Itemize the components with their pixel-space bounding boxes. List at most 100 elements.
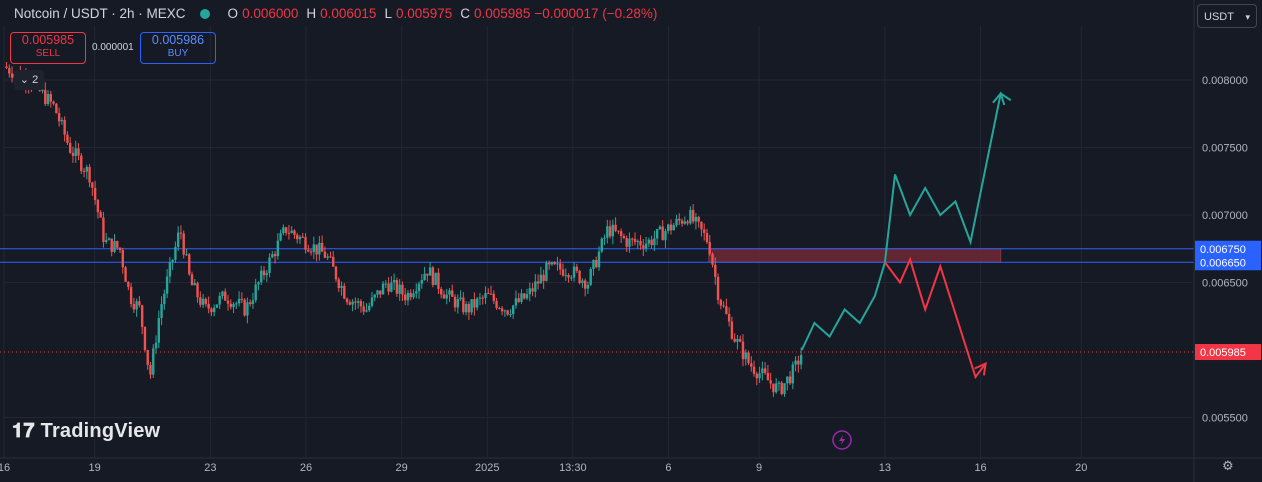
x-tick-label: 16 [0, 462, 10, 474]
candle [68, 142, 72, 153]
currency-selector[interactable]: USDT ▾ [1197, 4, 1257, 28]
candle [345, 298, 349, 303]
candle [190, 274, 194, 286]
candle [730, 321, 734, 339]
candle [212, 307, 216, 313]
candle [176, 232, 180, 247]
candle [276, 240, 280, 257]
candle [312, 244, 316, 253]
candle [257, 282, 260, 285]
candle [46, 94, 50, 105]
candle [381, 283, 385, 295]
candle [210, 308, 213, 313]
indicators-toggle[interactable]: ⌄ 2 [14, 70, 44, 90]
candle [113, 241, 116, 252]
candle [639, 240, 642, 246]
candle [237, 298, 241, 304]
last-price-label: 0.005985 [1200, 347, 1246, 359]
candle [309, 251, 313, 253]
candle [595, 259, 598, 268]
candle [586, 284, 590, 289]
candle [556, 263, 559, 265]
candle [534, 281, 537, 292]
market-open-icon [199, 8, 210, 19]
candle [775, 383, 778, 393]
candle [417, 283, 421, 292]
candle [304, 237, 307, 250]
candle [492, 293, 495, 301]
candle [93, 187, 97, 200]
candle [102, 217, 105, 242]
candle [163, 293, 166, 305]
tradingview-logo: 𝟏𝟕 TradingView [12, 420, 161, 442]
sell-button[interactable]: 0.005985 SELL [10, 32, 86, 64]
candle [667, 224, 670, 232]
candle [390, 282, 393, 292]
y-tick-label: 0.005500 [1202, 413, 1248, 425]
candle [282, 227, 285, 234]
candle [547, 262, 551, 265]
candle [581, 280, 584, 284]
candle [739, 338, 742, 342]
candle [719, 299, 723, 306]
symbol-title[interactable]: Notcoin / USDT · 2h · MEXC [14, 6, 186, 21]
candle [647, 239, 651, 244]
candle [589, 269, 592, 285]
candle [354, 301, 357, 303]
candle [462, 297, 465, 313]
candle [404, 294, 407, 301]
candle [315, 244, 318, 255]
candle [473, 299, 476, 308]
buy-button[interactable]: 0.005986 BUY [140, 32, 216, 64]
candle [536, 281, 540, 284]
candle [348, 302, 352, 305]
candle [168, 262, 172, 277]
candle [80, 155, 83, 172]
candle [307, 249, 310, 252]
x-tick-label: 29 [396, 462, 408, 474]
candle [664, 231, 667, 241]
gear-icon[interactable]: ⚙ [1222, 458, 1234, 473]
candle [567, 274, 570, 278]
candle [758, 373, 761, 379]
candle [578, 270, 581, 284]
candle [655, 229, 659, 239]
x-tick-label: 20 [1075, 462, 1087, 474]
candle [298, 236, 302, 240]
candle [487, 293, 490, 295]
candle [799, 355, 803, 365]
candle [597, 251, 601, 268]
candle [251, 300, 255, 305]
candle [323, 251, 327, 258]
candle [182, 233, 185, 255]
candle [376, 290, 379, 295]
candle [215, 304, 219, 308]
candle [539, 274, 543, 284]
candle [763, 368, 767, 373]
candle [542, 274, 545, 281]
candle [705, 233, 709, 243]
candle [124, 267, 127, 282]
candle [481, 297, 484, 299]
candle [199, 297, 202, 305]
candle [747, 352, 750, 364]
candle [727, 313, 731, 322]
high-value: 0.006015 [320, 6, 377, 21]
candle [138, 301, 141, 306]
sell-price: 0.005985 [21, 33, 75, 47]
y-tick-label: 0.007500 [1202, 143, 1248, 155]
x-tick-label: 23 [204, 462, 216, 474]
candle [561, 269, 565, 276]
candle [384, 283, 388, 285]
candle [653, 238, 656, 246]
candle [550, 262, 554, 265]
candle [500, 308, 504, 312]
x-tick-label: 9 [756, 462, 762, 474]
candle [296, 234, 299, 240]
x-tick-label: 16 [974, 462, 986, 474]
candle [193, 283, 196, 286]
candle [509, 314, 512, 316]
candle [606, 226, 609, 238]
candle [780, 382, 783, 395]
